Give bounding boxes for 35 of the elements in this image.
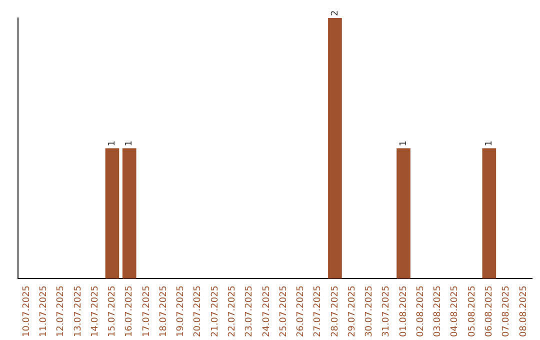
x-tick-label: 30.07.2025 xyxy=(364,285,375,337)
x-tick-label: 02.08.2025 xyxy=(416,285,426,337)
x-tick-label: 15.07.2025 xyxy=(108,285,118,337)
data-label: 1 xyxy=(108,140,118,146)
x-tick-label: 21.07.2025 xyxy=(210,285,220,337)
x-tick-label: 19.07.2025 xyxy=(176,285,186,337)
x-tick-label: 17.07.2025 xyxy=(142,285,152,337)
data-label: 2 xyxy=(330,10,340,16)
x-tick-label: 28.07.2025 xyxy=(330,285,340,337)
x-tick-label: 08.08.2025 xyxy=(518,285,529,337)
x-tick-label: 20.07.2025 xyxy=(193,285,204,337)
data-label: 1 xyxy=(398,140,409,146)
x-tick-label: 31.07.2025 xyxy=(382,285,392,337)
x-tick-label: 12.07.2025 xyxy=(56,285,66,337)
x-tick-label: 25.07.2025 xyxy=(278,285,289,337)
x-tick-label: 11.07.2025 xyxy=(39,285,50,337)
data-label: 1 xyxy=(484,140,495,146)
x-tick-label: 22.07.2025 xyxy=(228,285,238,337)
x-tick-label: 24.07.2025 xyxy=(262,285,272,337)
x-tick-label: 10.07.2025 xyxy=(22,285,32,337)
x-tick-label: 29.07.2025 xyxy=(347,285,358,337)
x-tick-label: 04.08.2025 xyxy=(450,285,460,337)
x-tick-label: 23.07.2025 xyxy=(244,285,255,337)
x-tick-label: 05.08.2025 xyxy=(467,285,478,337)
x-tick-label: 01.08.2025 xyxy=(398,285,409,337)
data-label: 1 xyxy=(124,140,135,146)
x-tick-label: 16.07.2025 xyxy=(124,285,135,337)
x-tick-label: 18.07.2025 xyxy=(158,285,169,337)
x-tick-label: 03.08.2025 xyxy=(433,285,444,337)
x-tick-label: 06.08.2025 xyxy=(484,285,495,337)
x-tick-label: 07.08.2025 xyxy=(502,285,512,337)
x-tick-label: 13.07.2025 xyxy=(73,285,84,337)
x-tick-label: 26.07.2025 xyxy=(296,285,306,337)
x-tick-label: 14.07.2025 xyxy=(90,285,100,337)
x-tick-label: 27.07.2025 xyxy=(313,285,324,337)
